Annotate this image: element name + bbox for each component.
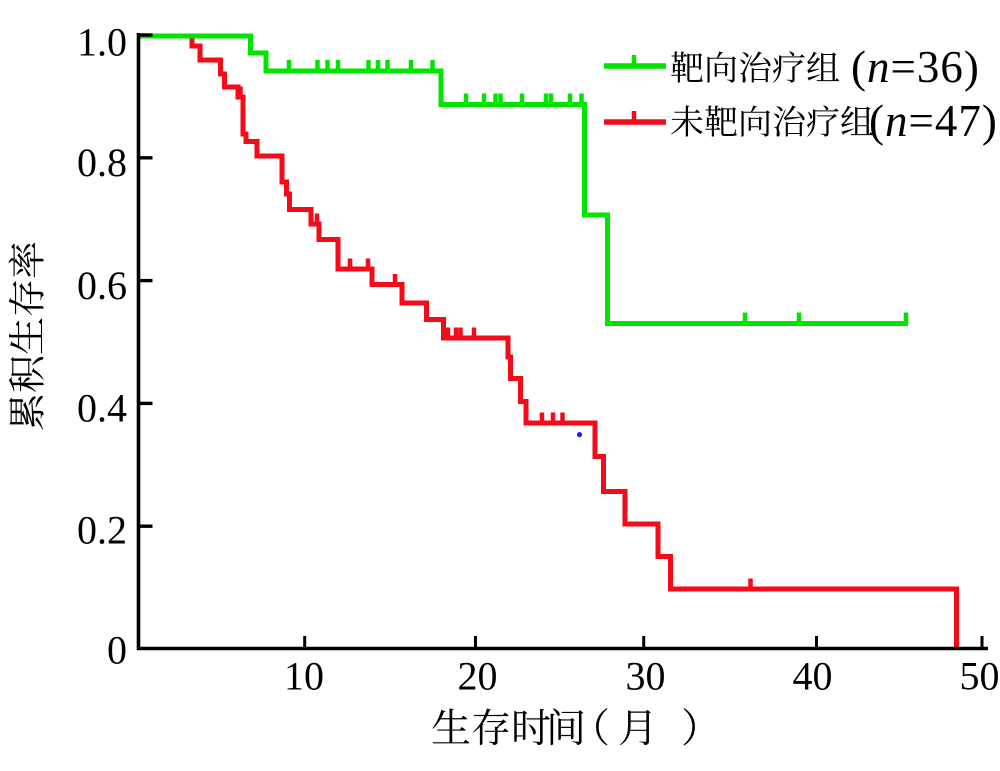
svg-text:50: 50: [960, 654, 1000, 699]
svg-text:0.4: 0.4: [77, 386, 127, 431]
svg-text:0.8: 0.8: [77, 140, 127, 185]
svg-text:20: 20: [458, 654, 498, 699]
svg-text:30: 30: [626, 654, 666, 699]
svg-text:10: 10: [284, 654, 324, 699]
svg-text:40: 40: [793, 654, 833, 699]
svg-text:(n=36): (n=36): [851, 42, 980, 92]
svg-text:0: 0: [107, 628, 127, 673]
svg-text:1.0: 1.0: [77, 20, 127, 65]
svg-text:(n=47): (n=47): [869, 96, 998, 146]
svg-text:0.2: 0.2: [77, 508, 127, 553]
svg-text:0.6: 0.6: [77, 263, 127, 308]
